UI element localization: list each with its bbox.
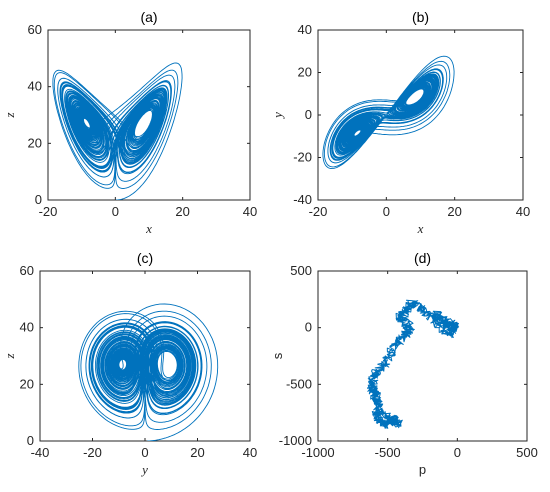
y-tick-label: 500 <box>290 263 312 278</box>
y-axis-label: y <box>270 112 285 120</box>
x-tick-label: -1000 <box>301 445 334 460</box>
x-axis-label: y <box>140 462 148 477</box>
y-tick-label: 40 <box>298 22 312 37</box>
x-tick-label: 20 <box>190 445 204 460</box>
trace-group <box>367 299 460 429</box>
y-axis-label: z <box>2 112 17 118</box>
x-tick-label: 0 <box>383 204 390 219</box>
x-tick-label: -20 <box>39 204 58 219</box>
x-axis-label: p <box>419 462 426 477</box>
panel-d: -1000 -500 0 500 -1000 -500 0 500 (d) p s <box>270 250 538 477</box>
series-line <box>52 62 183 200</box>
x-tick-label: 0 <box>112 204 119 219</box>
panel-title: (a) <box>140 9 157 25</box>
y-tick-label: 60 <box>20 263 34 278</box>
y-tick-label: 40 <box>28 79 42 94</box>
trace-group <box>78 303 219 441</box>
y-axis-label: s <box>270 352 285 359</box>
y-tick-label: 0 <box>27 433 34 448</box>
x-tick-label: 0 <box>141 445 148 460</box>
panel-title: (b) <box>412 9 429 25</box>
y-tick-label: -40 <box>293 192 312 207</box>
plot-area <box>317 270 528 442</box>
y-tick-label: 20 <box>20 376 34 391</box>
series-line <box>78 303 219 441</box>
x-tick-label: -500 <box>375 445 401 460</box>
x-tick-label: 20 <box>447 204 461 219</box>
series-line <box>322 55 455 170</box>
y-tick-label: 20 <box>28 135 42 150</box>
x-tick-label: 40 <box>243 445 257 460</box>
y-tick-label: 0 <box>305 107 312 122</box>
x-tick-label: 0 <box>454 445 461 460</box>
y-axis-label: z <box>2 353 17 359</box>
x-tick-label: -40 <box>31 445 50 460</box>
y-tick-label: 60 <box>28 22 42 37</box>
x-axis-label: x <box>145 221 152 236</box>
y-tick-label: 40 <box>20 320 34 335</box>
x-tick-label: 40 <box>243 204 257 219</box>
y-tick-label: -1000 <box>279 433 312 448</box>
y-tick-label: 0 <box>35 192 42 207</box>
plot-area <box>317 29 524 201</box>
series-line <box>367 299 460 429</box>
x-tick-label: 20 <box>175 204 189 219</box>
x-tick-label: 500 <box>516 445 538 460</box>
x-axis-label: x <box>417 221 424 236</box>
trace-group <box>322 55 455 170</box>
panel-title: (c) <box>137 250 153 266</box>
x-tick-label: -20 <box>309 204 328 219</box>
panel-c: -40 -20 0 20 40 0 20 40 60 (c) y z <box>2 250 257 477</box>
trace-group <box>52 62 183 200</box>
y-tick-label: -500 <box>286 376 312 391</box>
panel-title: (d) <box>414 250 431 266</box>
y-tick-label: 20 <box>298 65 312 80</box>
y-tick-label: -20 <box>293 150 312 165</box>
y-tick-label: 0 <box>305 320 312 335</box>
x-tick-label: -20 <box>83 445 102 460</box>
x-tick-label: 40 <box>516 204 530 219</box>
